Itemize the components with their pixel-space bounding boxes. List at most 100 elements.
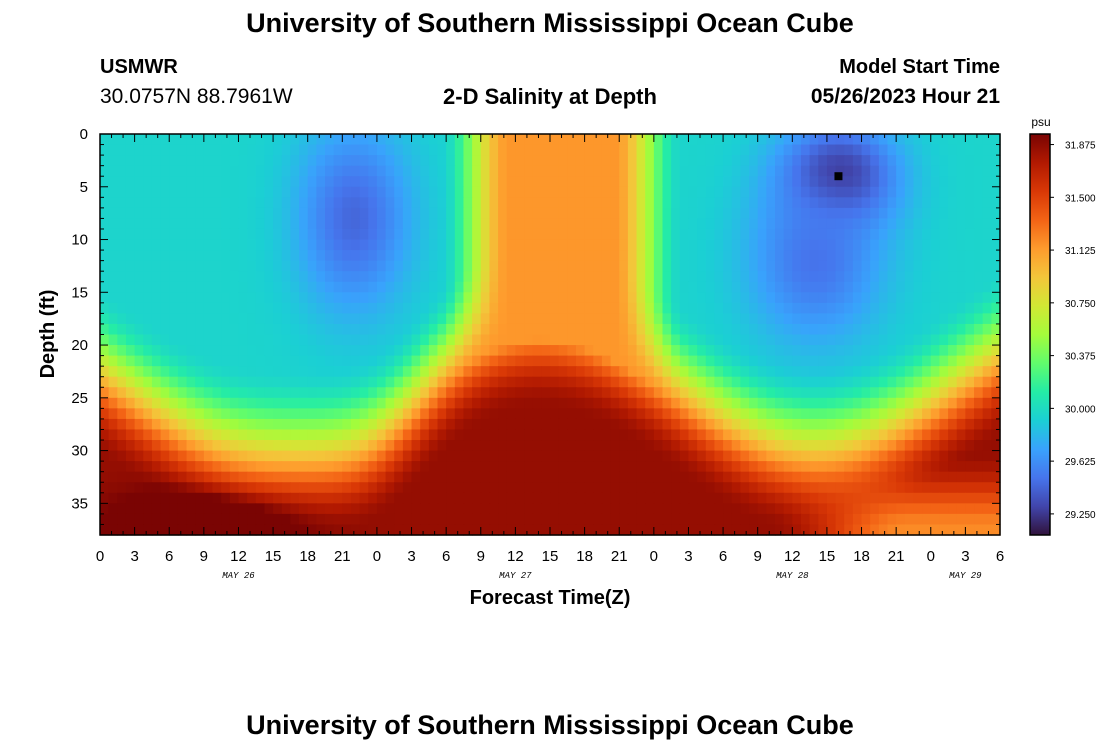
- heatmap-cell: [125, 503, 136, 515]
- heatmap-cell: [221, 376, 231, 388]
- heatmap-cell: [221, 471, 231, 483]
- heatmap-cell: [506, 418, 516, 431]
- heatmap-cell: [601, 271, 612, 283]
- heatmap-cell: [515, 165, 525, 177]
- heatmap-cell: [125, 408, 136, 420]
- heatmap-cell: [671, 239, 681, 251]
- heatmap-cell: [930, 513, 941, 526]
- heatmap-cell: [428, 387, 439, 399]
- heatmap-cell: [238, 376, 248, 388]
- heatmap-cell: [247, 355, 257, 367]
- heatmap-cell: [645, 429, 655, 441]
- heatmap-cell: [766, 450, 776, 462]
- heatmap-cell: [930, 418, 941, 431]
- heatmap-cell: [922, 334, 932, 346]
- heatmap-cell: [792, 323, 802, 336]
- heatmap-cell: [567, 418, 577, 431]
- heatmap-cell: [229, 524, 240, 536]
- heatmap-cell: [229, 134, 240, 146]
- heatmap-cell: [965, 144, 975, 156]
- heatmap-cell: [835, 450, 845, 462]
- heatmap-cell: [844, 366, 854, 378]
- heatmap-cell: [991, 271, 1001, 283]
- heatmap-cell: [411, 313, 421, 325]
- heatmap-cell: [524, 345, 534, 357]
- heatmap-cell: [428, 197, 439, 209]
- heatmap-cell: [428, 471, 439, 483]
- heatmap-cell: [307, 429, 317, 441]
- heatmap-cell: [316, 197, 326, 209]
- heatmap-cell: [956, 450, 966, 462]
- heatmap-cell: [506, 218, 516, 230]
- heatmap-cell: [723, 271, 733, 283]
- heatmap-cell: [221, 176, 231, 188]
- heatmap-cell: [601, 218, 612, 230]
- x-tick-label: 0: [373, 548, 381, 565]
- heatmap-cell: [316, 144, 326, 156]
- heatmap-cell: [948, 186, 958, 198]
- heatmap-cell: [627, 144, 638, 156]
- heatmap-cell: [463, 134, 473, 146]
- heatmap-cell: [818, 271, 828, 283]
- heatmap-cell: [325, 218, 335, 230]
- heatmap-cell: [325, 345, 335, 357]
- heatmap-cell: [930, 260, 941, 272]
- heatmap-cell: [203, 345, 214, 357]
- heatmap-cell: [238, 260, 248, 272]
- heatmap-cell: [290, 176, 300, 188]
- heatmap-cell: [913, 176, 923, 188]
- heatmap-cell: [359, 355, 369, 367]
- heatmap-cell: [636, 429, 646, 441]
- heatmap-cell: [593, 281, 603, 293]
- heatmap-cell: [532, 440, 542, 452]
- heatmap-cell: [896, 429, 906, 441]
- heatmap-cell: [896, 292, 906, 304]
- heatmap-cell: [221, 197, 231, 209]
- heatmap-cell: [480, 313, 491, 325]
- heatmap-cell: [904, 387, 915, 399]
- heatmap-cell: [818, 260, 828, 272]
- heatmap-cell: [965, 461, 975, 473]
- heatmap-cell: [575, 292, 586, 304]
- heatmap-cell: [350, 218, 361, 230]
- heatmap-cell: [766, 408, 776, 420]
- heatmap-cell: [498, 292, 508, 304]
- heatmap-cell: [982, 503, 992, 515]
- heatmap-cell: [177, 228, 188, 241]
- heatmap-cell: [705, 176, 716, 188]
- heatmap-cell: [316, 345, 326, 357]
- heatmap-cell: [982, 408, 992, 420]
- heatmap-cell: [852, 345, 863, 357]
- heatmap-cell: [550, 134, 560, 146]
- heatmap-cell: [134, 397, 144, 409]
- heatmap-cell: [203, 482, 214, 494]
- heatmap-cell: [238, 155, 248, 167]
- heatmap-cell: [350, 334, 361, 346]
- y-tick-label: 0: [80, 126, 88, 143]
- heatmap-cell: [835, 207, 845, 220]
- heatmap-cell: [368, 260, 378, 272]
- heatmap-cell: [125, 176, 136, 188]
- heatmap-cell: [870, 471, 880, 483]
- heatmap-cell: [558, 250, 568, 262]
- heatmap-cell: [177, 429, 188, 441]
- heatmap-cell: [662, 176, 672, 188]
- heatmap-cell: [125, 197, 136, 209]
- heatmap-cell: [679, 239, 690, 251]
- heatmap-cell: [584, 250, 594, 262]
- heatmap-cell: [723, 155, 733, 167]
- heatmap-cell: [376, 239, 387, 251]
- heatmap-cell: [446, 503, 456, 515]
- heatmap-cell: [679, 355, 690, 367]
- heatmap-cell: [896, 313, 906, 325]
- heatmap-cell: [437, 429, 447, 441]
- heatmap-cell: [307, 271, 317, 283]
- heatmap-cell: [376, 440, 387, 452]
- heatmap-cell: [878, 134, 889, 146]
- heatmap-cell: [688, 429, 698, 441]
- heatmap-cell: [783, 281, 793, 293]
- heatmap-cell: [852, 165, 863, 177]
- heatmap-cell: [186, 429, 196, 441]
- heatmap-cell: [359, 197, 369, 209]
- heatmap-cell: [359, 239, 369, 251]
